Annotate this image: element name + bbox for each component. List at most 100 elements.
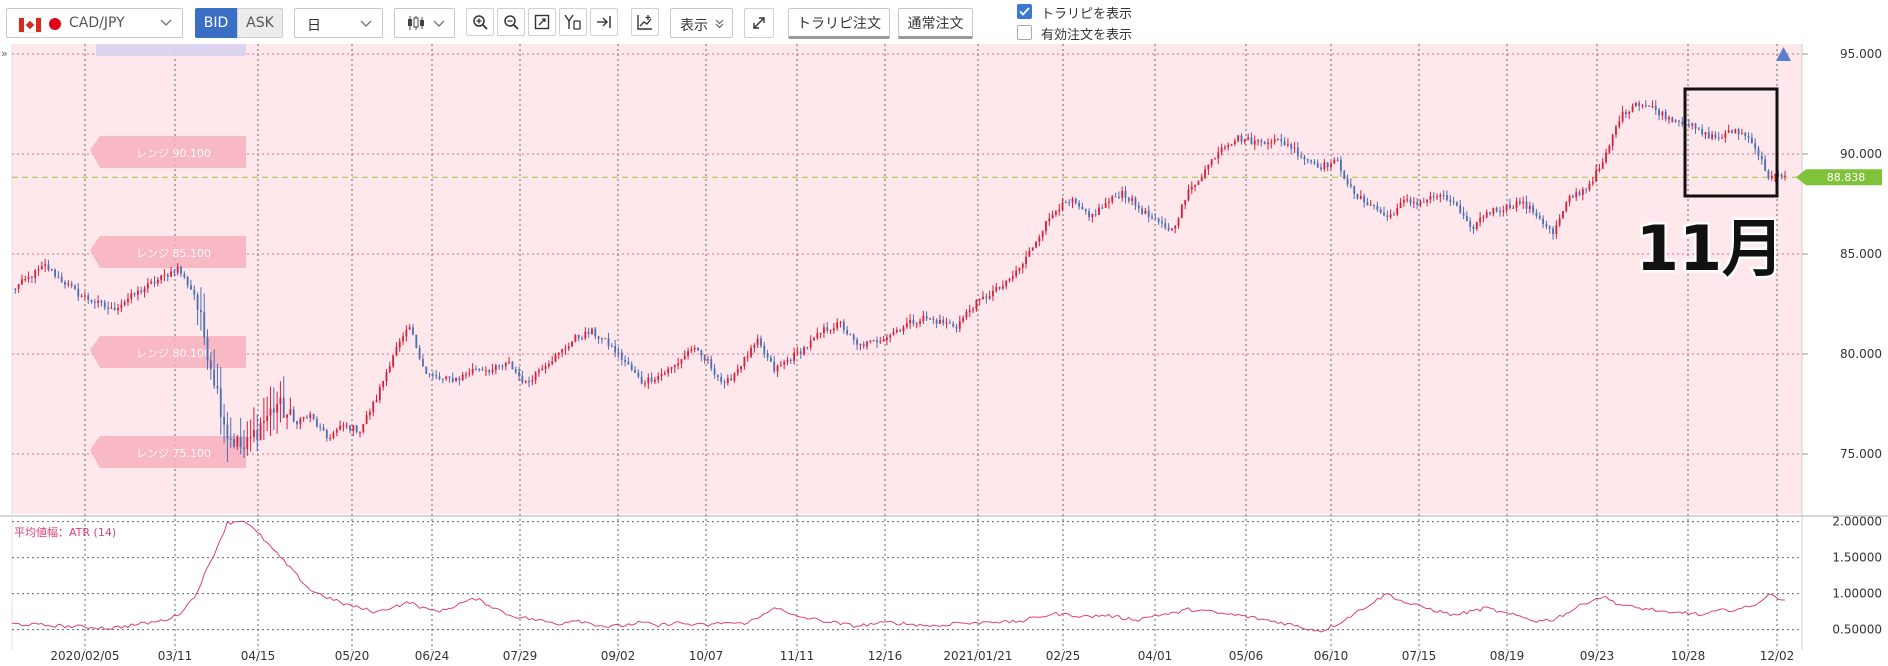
- candle-body: [1330, 163, 1332, 168]
- candle-body: [1522, 201, 1525, 204]
- time-axis: 2020/02/05 03/11 04/15 05/20 06/24 07/29 09/02…: [50, 649, 1794, 663]
- candle-body: [216, 386, 219, 389]
- candle-body: [193, 289, 196, 295]
- candle-body: [1701, 128, 1704, 135]
- candlestick-icon: [408, 16, 424, 30]
- zoom-in-button[interactable]: [466, 8, 494, 36]
- x-tick-label: 06/10: [1314, 649, 1349, 663]
- candle-body: [1200, 177, 1203, 182]
- candle-body: [1124, 190, 1127, 198]
- auto-scale-button[interactable]: [559, 8, 587, 36]
- candle-body: [209, 360, 212, 370]
- candle-body: [1121, 190, 1124, 198]
- candle-body: [359, 431, 361, 433]
- show-trailing-checkbox[interactable]: [1017, 4, 1032, 19]
- candle-body: [498, 365, 501, 367]
- candle-body: [826, 327, 829, 331]
- candle-body: [402, 336, 404, 342]
- candle-body: [948, 322, 951, 324]
- fullscreen-button[interactable]: [744, 8, 774, 38]
- candle-body: [1055, 211, 1057, 215]
- candle-body: [1048, 218, 1051, 222]
- candle-body: [388, 366, 391, 373]
- zoom-out-button[interactable]: [497, 8, 525, 36]
- candle-body: [395, 347, 398, 356]
- auto-scale-icon: [564, 14, 581, 30]
- candle-body: [663, 372, 666, 375]
- candle-body: [1233, 141, 1236, 144]
- candle-body: [1402, 200, 1405, 203]
- candle-body: [610, 345, 613, 347]
- candle-body: [455, 377, 457, 382]
- jump-latest-button[interactable]: [590, 8, 618, 36]
- candle-body: [1161, 221, 1163, 224]
- display-menu-button[interactable]: 表示: [670, 8, 733, 38]
- candle-body: [1333, 159, 1336, 164]
- x-tick-label: 09/23: [1580, 649, 1615, 663]
- candle-body: [1697, 128, 1700, 130]
- candle-body: [461, 374, 464, 381]
- candle-body: [1416, 202, 1419, 205]
- fit-button[interactable]: [528, 8, 556, 36]
- expand-panel-icon[interactable]: »: [1, 47, 8, 60]
- candle-body: [1134, 198, 1137, 206]
- candle-body: [1449, 199, 1452, 202]
- candle-body: [885, 337, 888, 341]
- candle-body: [985, 296, 988, 299]
- indicator-button[interactable]: [631, 8, 659, 36]
- currency-pair-select[interactable]: CAD/JPY: [6, 8, 183, 38]
- candle-body: [123, 302, 126, 305]
- candle-body: [806, 347, 809, 349]
- candle-body: [412, 327, 414, 335]
- candle-body: [1495, 208, 1498, 212]
- candle-body: [637, 372, 640, 377]
- candle-body: [292, 409, 295, 422]
- candle-body: [1045, 221, 1047, 232]
- candle-body: [591, 328, 593, 335]
- show-active-orders-checkbox[interactable]: [1017, 25, 1032, 40]
- candle-body: [1565, 202, 1568, 212]
- candle-body: [70, 283, 73, 286]
- candle-body: [1489, 212, 1491, 214]
- x-tick-label: 04/01: [1138, 649, 1173, 663]
- candle-body: [511, 361, 514, 370]
- candle-body: [1021, 263, 1024, 268]
- candle-body: [1648, 105, 1651, 107]
- candle-body: [37, 269, 40, 271]
- horizontal-gridlines: [12, 53, 1802, 455]
- candle-body: [1164, 223, 1167, 228]
- candle-body: [30, 276, 33, 278]
- candle-body: [183, 273, 186, 278]
- trailing-order-button[interactable]: トラリピ注文: [788, 8, 890, 39]
- candle-body: [1615, 126, 1617, 135]
- bid-button[interactable]: BID: [195, 8, 237, 38]
- candle-body: [1051, 214, 1054, 219]
- candle-body: [1668, 117, 1670, 120]
- scroll-latest-icon[interactable]: [1776, 47, 1791, 61]
- candle-body: [349, 425, 351, 431]
- candle-body: [80, 295, 83, 297]
- candle-body: [87, 295, 90, 300]
- ask-button[interactable]: ASK: [237, 8, 283, 38]
- timeframe-select[interactable]: 日: [294, 8, 383, 38]
- candle-body: [1538, 215, 1541, 219]
- canada-flag-icon: [18, 17, 42, 33]
- candle-body: [604, 338, 607, 340]
- candle-body: [1512, 207, 1515, 209]
- chart-type-select[interactable]: [394, 8, 455, 38]
- candle-body: [150, 281, 153, 284]
- candle-body: [879, 341, 882, 343]
- candle-body: [17, 284, 20, 289]
- candle-body: [564, 348, 567, 350]
- candle-body: [567, 346, 570, 349]
- range-zone-tag: レンジ 90.100: [90, 136, 246, 168]
- candle-body: [1217, 152, 1220, 159]
- candle-body: [1475, 222, 1478, 230]
- candle-body: [909, 319, 912, 324]
- candle-body: [547, 363, 550, 367]
- candle-body: [34, 270, 37, 278]
- current-price-tag: 88.838: [1796, 169, 1882, 186]
- normal-order-button[interactable]: 通常注文: [898, 8, 973, 39]
- candle-body: [1094, 214, 1097, 216]
